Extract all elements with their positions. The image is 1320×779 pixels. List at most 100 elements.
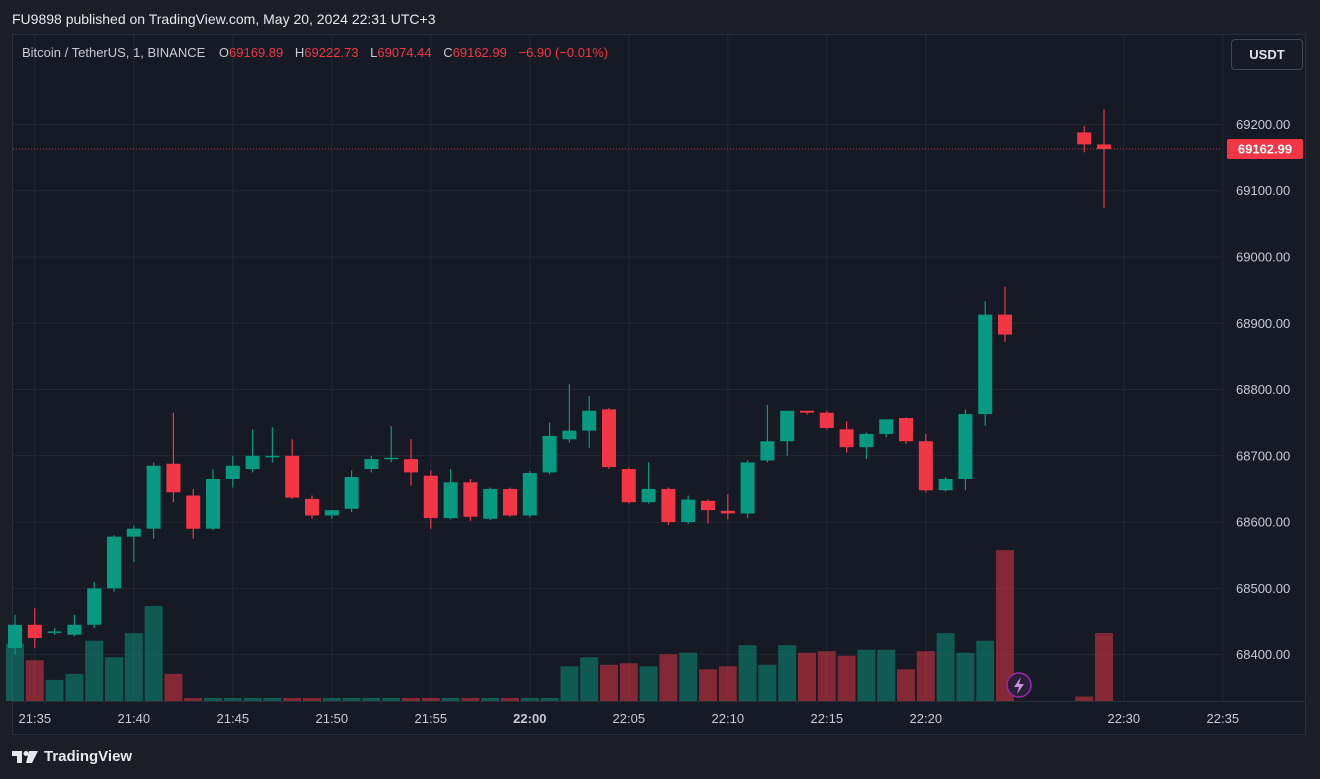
candle[interactable] (582, 396, 597, 448)
chart-panel[interactable] (12, 34, 1306, 735)
candle[interactable] (760, 404, 775, 463)
volume-bar (65, 673, 84, 701)
candle[interactable] (47, 628, 62, 635)
time-tick-label: 22:30 (1108, 711, 1141, 726)
candle[interactable] (780, 410, 795, 456)
candle[interactable] (384, 425, 399, 463)
candle-body (602, 409, 616, 468)
low-value: 69074.44 (377, 45, 432, 60)
candle-body (364, 459, 379, 470)
candle[interactable] (621, 467, 636, 504)
candle[interactable] (918, 433, 933, 493)
candle[interactable] (522, 471, 537, 518)
candle[interactable] (87, 581, 102, 629)
time-tick-label: 21:35 (19, 711, 52, 726)
volume-bar (204, 697, 222, 701)
candle[interactable] (602, 408, 616, 470)
volume-bar (501, 697, 519, 701)
volume-bar (243, 697, 262, 701)
price-axis[interactable]: 68400.00 68500.00 68600.00 68700.00 68800.00… (1236, 117, 1290, 662)
candle[interactable] (463, 479, 478, 521)
candle[interactable] (404, 439, 418, 486)
volume-bar (402, 697, 420, 701)
candle-body (265, 455, 280, 458)
currency-button[interactable]: USDT (1231, 39, 1303, 70)
candle[interactable] (245, 429, 260, 473)
volume-bar (481, 697, 500, 701)
time-axis[interactable]: 21:35 21:40 21:45 21:50 21:55 22:00 22:05 22:10… (19, 711, 1240, 726)
open-value: 69169.89 (229, 45, 284, 60)
candle[interactable] (146, 462, 161, 539)
candle[interactable] (8, 614, 22, 655)
candle[interactable] (265, 427, 280, 463)
time-tick-label: 22:10 (712, 711, 745, 726)
candle[interactable] (542, 422, 557, 475)
volume-bar (421, 697, 440, 701)
volume-bar (1095, 633, 1113, 701)
candle-body (998, 314, 1012, 335)
last-price-label: 69162.99 (1238, 141, 1292, 156)
candle[interactable] (206, 469, 220, 531)
candle[interactable] (562, 384, 577, 443)
candle[interactable] (740, 460, 755, 519)
price-tick-label: 68900.00 (1236, 316, 1290, 331)
candle[interactable] (503, 487, 517, 517)
candle[interactable] (166, 412, 181, 503)
candle[interactable] (681, 495, 696, 525)
candle[interactable] (1077, 125, 1092, 153)
candle[interactable] (305, 495, 319, 519)
candle[interactable] (67, 614, 82, 637)
candle[interactable] (186, 488, 201, 539)
price-tick-label: 68600.00 (1236, 515, 1290, 530)
candle[interactable] (107, 535, 121, 592)
candle[interactable] (978, 301, 993, 426)
candle[interactable] (641, 462, 656, 504)
candle-body (384, 457, 399, 460)
candle[interactable] (800, 410, 814, 415)
candle-body (225, 465, 240, 479)
candle-body (938, 479, 953, 491)
candle[interactable] (879, 419, 894, 438)
candle[interactable] (1097, 109, 1111, 208)
high-value: 69222.73 (304, 45, 359, 60)
candle-body (305, 498, 319, 516)
candle-body (681, 499, 696, 523)
tradingview-logo-icon (12, 750, 38, 764)
candle[interactable] (958, 409, 973, 491)
candle[interactable] (126, 525, 141, 562)
candle[interactable] (423, 470, 438, 529)
candle[interactable] (938, 477, 953, 492)
volume-bar (897, 669, 915, 701)
candle[interactable] (364, 455, 379, 473)
volume-bar (164, 673, 183, 701)
price-tick-label: 69100.00 (1236, 183, 1290, 198)
candle[interactable] (324, 510, 339, 519)
candle[interactable] (839, 421, 854, 453)
volume-bar (580, 657, 599, 701)
candle[interactable] (859, 432, 874, 460)
candle-body (740, 462, 755, 514)
candle[interactable] (661, 487, 676, 525)
candle[interactable] (899, 417, 913, 444)
candle-body (1077, 132, 1092, 145)
candle[interactable] (285, 439, 300, 499)
candle[interactable] (701, 499, 715, 524)
candle-body (324, 510, 339, 516)
candle[interactable] (27, 608, 42, 648)
footer-brand[interactable]: TradingView (12, 748, 132, 765)
candle[interactable] (225, 455, 240, 488)
volume-bar (441, 697, 460, 701)
candle[interactable] (819, 410, 834, 430)
lightning-icon[interactable] (1006, 672, 1032, 698)
volume-bar (718, 666, 737, 701)
volume-bar (223, 697, 242, 701)
candle-body (522, 473, 537, 516)
candle[interactable] (344, 470, 359, 513)
volume-bar (144, 605, 163, 701)
candle[interactable] (720, 494, 735, 520)
candle[interactable] (483, 487, 498, 521)
candle[interactable] (443, 469, 458, 520)
symbol-label[interactable]: Bitcoin / TetherUS, 1, BINANCE (22, 45, 206, 60)
candle[interactable] (998, 286, 1012, 342)
